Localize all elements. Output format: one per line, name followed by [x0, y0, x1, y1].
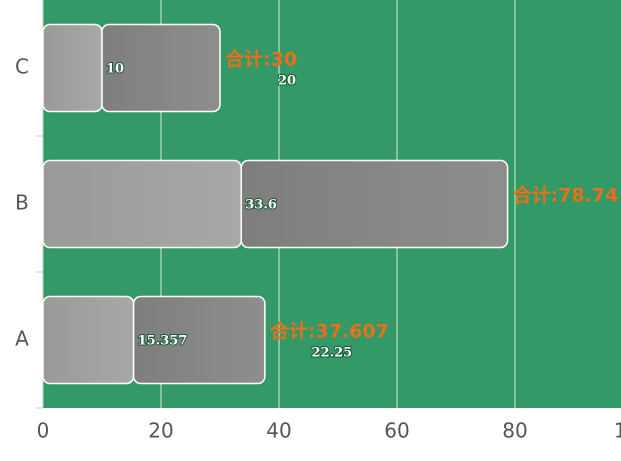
x-tick-label: 60 — [384, 419, 409, 443]
value-label: 10 — [106, 62, 124, 77]
value-label: 15.357 — [138, 334, 188, 349]
value-label: 33.6 — [245, 198, 277, 213]
bar-segment — [42, 23, 103, 113]
y-tick-label: C — [15, 55, 29, 79]
x-tick-label: 0 — [37, 419, 50, 443]
x-tick-label: 80 — [502, 419, 527, 443]
y-tick-label: B — [15, 191, 29, 215]
bar-segment — [132, 295, 266, 385]
y-tick-label: A — [15, 327, 29, 351]
bar-segment — [42, 159, 242, 249]
bar-segment — [240, 159, 509, 249]
x-tick-label: 20 — [148, 419, 173, 443]
value-label: 22.25 — [312, 346, 353, 361]
total-label: 合计:30 — [225, 48, 297, 71]
value-label: 20 — [278, 74, 296, 89]
x-tick-label: 100 — [614, 419, 621, 443]
bar-segment — [42, 295, 135, 385]
bar-segment — [101, 23, 221, 113]
total-label: 合计:37.607 — [270, 320, 389, 343]
x-tick-label: 40 — [266, 419, 291, 443]
total-label: 合计:78.74 — [513, 184, 619, 207]
